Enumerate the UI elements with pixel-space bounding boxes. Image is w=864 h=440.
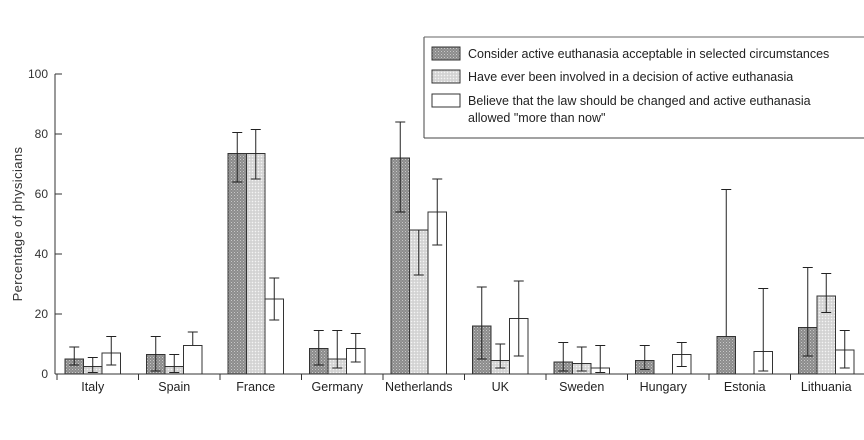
x-tick-label-netherlands: Netherlands: [385, 380, 452, 394]
legend: Consider active euthanasia acceptable in…: [423, 36, 864, 139]
x-tick-label-spain: Spain: [158, 380, 190, 394]
y-tick-label: 20: [35, 307, 49, 321]
y-tick-label: 60: [35, 187, 49, 201]
x-tick-label-lithuania: Lithuania: [801, 380, 852, 394]
error-bars: [69, 121, 850, 373]
y-tick-label: 0: [41, 367, 48, 381]
x-tick-label-sweden: Sweden: [559, 380, 604, 394]
bars: [64, 153, 855, 375]
legend-label-involved: Have ever been involved in a decision of…: [468, 70, 793, 84]
bar-consider: [716, 336, 736, 375]
y-axis-label: Percentage of physicians: [10, 146, 25, 301]
y-tick-label: 40: [35, 247, 49, 261]
legend-swatch-light: [431, 69, 461, 84]
legend-label-consider: Consider active euthanasia acceptable in…: [468, 47, 829, 61]
x-tick-label-estonia: Estonia: [724, 380, 766, 394]
x-tick-labels: Italy Spain France Germany Netherlands UK Swed…: [56, 374, 852, 394]
legend-label-believe: Believe that the law should be changed a…: [468, 94, 811, 125]
legend-swatch-white: [431, 93, 461, 108]
bar-consider: [227, 153, 247, 375]
y-ticks: 0 20 40 60 80 100: [28, 67, 62, 381]
x-tick-label-france: France: [236, 380, 275, 394]
bar-believe: [183, 345, 203, 375]
x-tick-label-germany: Germany: [312, 380, 364, 394]
bar-involved: [246, 153, 266, 375]
legend-swatch-dark: [431, 46, 461, 61]
x-tick-label-hungary: Hungary: [640, 380, 688, 394]
axes: [54, 74, 864, 375]
y-tick-label: 100: [28, 67, 48, 81]
y-tick-label: 80: [35, 127, 49, 141]
x-tick-label-italy: Italy: [81, 380, 105, 394]
x-tick-label-uk: UK: [492, 380, 510, 394]
